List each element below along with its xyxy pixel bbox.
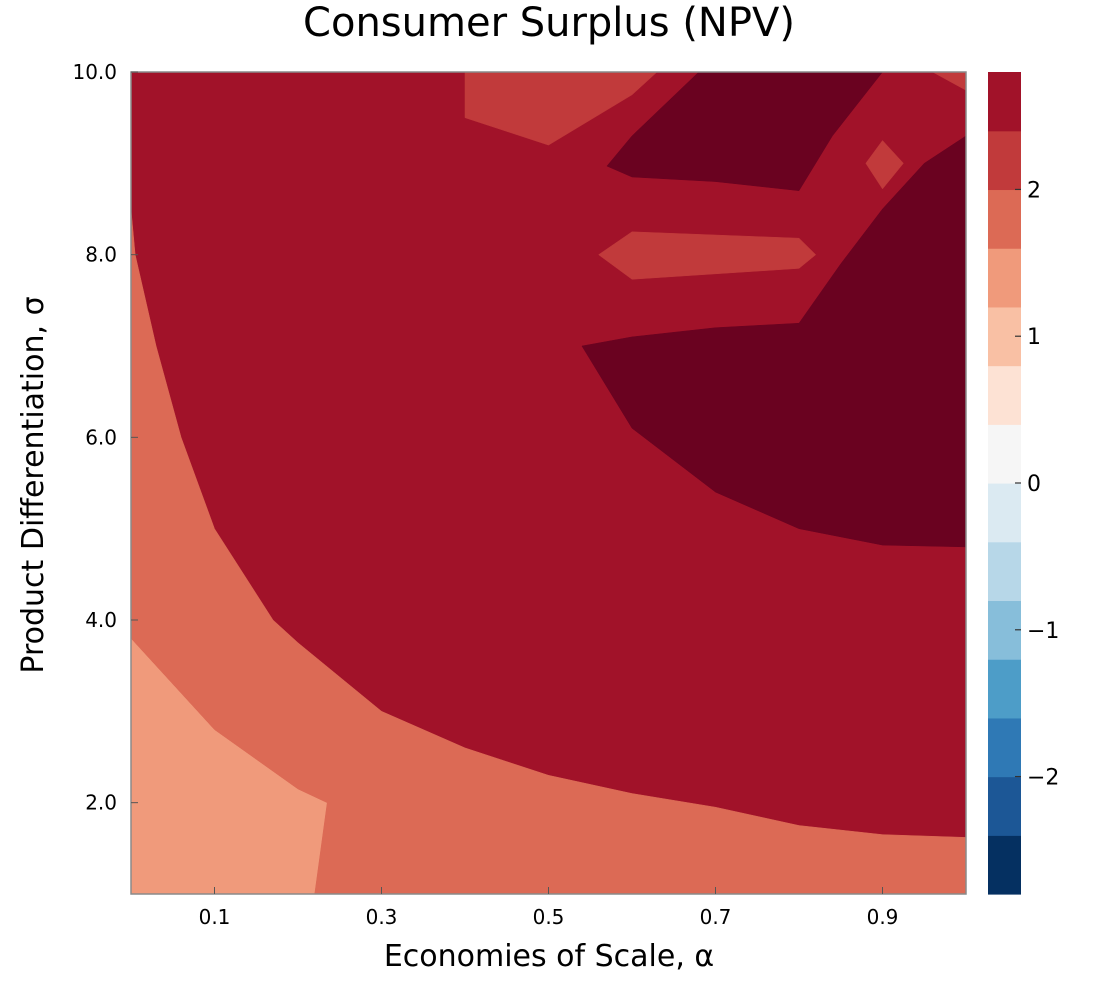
colorbar-band (988, 189, 1021, 249)
y-tick-label: 4.0 (85, 608, 117, 632)
contour-region-3 (581, 135, 967, 548)
x-axis-ticks: 0.1 0.3 0.5 0.7 0.9 (199, 887, 899, 929)
colorbar-tick-label: −1 (1027, 619, 1059, 644)
contour-region-5 (598, 231, 817, 280)
colorbar-tick-label: 0 (1027, 472, 1041, 497)
colorbar-band (988, 483, 1021, 543)
colorbar-band (988, 248, 1021, 308)
y-axis-label: Product Differentiation, σ (16, 296, 51, 673)
colorbar-band (988, 424, 1021, 484)
colorbar-tick-label: −2 (1027, 766, 1059, 791)
colorbar-band (988, 717, 1021, 778)
contour-region-1 (130, 208, 967, 895)
colorbar (988, 72, 1021, 895)
x-axis-label: Economies of Scale, α (384, 939, 714, 974)
contour-region-2 (606, 71, 884, 191)
x-tick-label: 0.1 (199, 905, 231, 929)
contour-region-4 (464, 71, 658, 146)
x-tick-label: 0.3 (366, 905, 398, 929)
plot-regions (130, 71, 967, 895)
colorbar-band (988, 72, 1021, 132)
colorbar-band (988, 835, 1021, 895)
y-tick-label: 6.0 (85, 425, 117, 449)
x-tick-label: 0.5 (533, 905, 565, 929)
colorbar-band (988, 365, 1021, 425)
colorbar-band (988, 776, 1021, 836)
colorbar-band (988, 659, 1021, 719)
contour-region-6 (865, 140, 904, 190)
y-tick-label: 2.0 (85, 791, 117, 815)
x-tick-label: 0.7 (700, 905, 732, 929)
y-tick-label: 8.0 (85, 243, 117, 267)
x-tick-label: 0.9 (867, 905, 899, 929)
colorbar-band (988, 130, 1021, 191)
colorbar-tick-label: 2 (1027, 178, 1041, 203)
colorbar-band (988, 541, 1021, 602)
y-tick-label: 10.0 (72, 60, 117, 84)
colorbar-tick-label: 1 (1027, 325, 1041, 350)
colorbar-ticks: −2 −1 0 1 2 (1015, 178, 1059, 791)
chart-title: Consumer Surplus (NPV) (303, 0, 795, 46)
y-axis-ticks: 2.0 4.0 6.0 8.0 10.0 (72, 60, 138, 815)
